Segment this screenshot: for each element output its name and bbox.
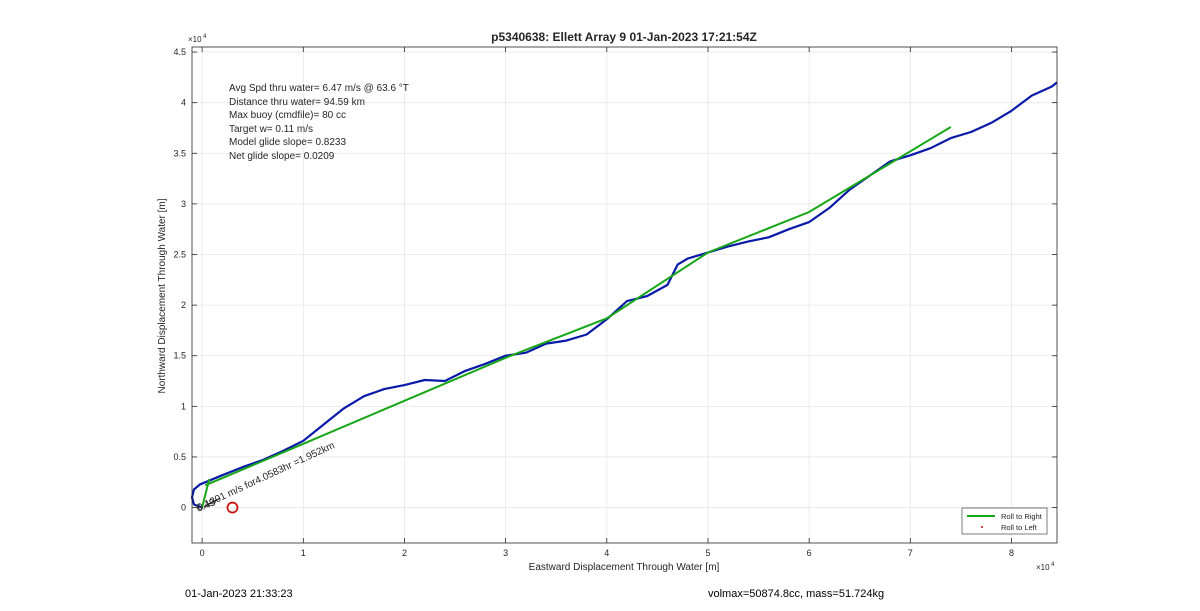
legend-label-roll-left: Roll to Left xyxy=(1001,523,1038,532)
stat-max-buoy: Max buoy (cmdfile)= 80 cc xyxy=(229,110,346,121)
y-tick-label: 2 xyxy=(181,300,186,310)
x-tick-label: 0 xyxy=(200,548,205,558)
x-tick-label: 5 xyxy=(705,548,710,558)
y-tick-label: 3 xyxy=(181,199,186,209)
legend-box xyxy=(961,507,1048,535)
axes-box xyxy=(191,46,1058,544)
x-tick-label: 7 xyxy=(908,548,913,558)
footer-vol-mass: volmax=50874.8cc, mass=51.724kg xyxy=(708,588,885,600)
y-tick-label: 1 xyxy=(181,401,186,411)
ticks: 0 1 2 3 4 5 6 7 8 0 0.5 1 1.5 2 2.5 3 3.5 4 4.5 xyxy=(173,47,1057,558)
y-exponent: ×10 4 xyxy=(188,34,207,44)
grid xyxy=(192,47,1057,543)
roll-right-line xyxy=(204,126,952,487)
stats-annotation: Avg Spd thru water= 6.47 m/s @ 63.6 °T D… xyxy=(229,83,409,162)
y-tick-label: 2.5 xyxy=(173,250,186,260)
x-tick-label: 8 xyxy=(1009,548,1014,558)
x-exponent: ×10 4 xyxy=(1036,562,1055,572)
stat-avg-speed: Avg Spd thru water= 6.47 m/s @ 63.6 °T xyxy=(229,83,409,94)
origin-stroke xyxy=(212,497,221,503)
stat-model-glide: Model glide slope= 0.8233 xyxy=(229,137,346,148)
x-tick-label: 6 xyxy=(807,548,812,558)
legend: Roll to Right Roll to Left xyxy=(961,507,1048,535)
y-exponent-power: 4 xyxy=(203,34,207,40)
y-exponent-base: ×10 xyxy=(188,35,202,44)
stat-distance: Distance thru water= 94.59 km xyxy=(229,97,365,108)
x-exponent-power: 4 xyxy=(1051,562,1055,568)
x-axis-label: Eastward Displacement Through Water [m] xyxy=(529,562,720,573)
plot-area xyxy=(192,47,1057,543)
footer-date: 01-Jan-2023 21:33:23 xyxy=(185,588,293,600)
x-tick-label: 4 xyxy=(604,548,609,558)
series-layer xyxy=(201,126,952,514)
y-axis-label: Northward Displacement Through Water [m] xyxy=(157,198,168,393)
x-tick-label: 3 xyxy=(503,548,508,558)
stat-net-glide: Net glide slope= 0.0209 xyxy=(229,151,335,162)
stat-target-w: Target w= 0.11 m/s xyxy=(229,124,313,135)
x-tick-label: 2 xyxy=(402,548,407,558)
y-tick-label: 1.5 xyxy=(173,351,186,361)
y-tick-label: 4 xyxy=(181,98,186,108)
start-marker xyxy=(226,501,239,514)
legend-swatch-roll-left xyxy=(981,526,983,528)
y-tick-label: 3.5 xyxy=(173,148,186,158)
x-exponent-base: ×10 xyxy=(1036,563,1050,572)
y-tick-label: 0 xyxy=(181,503,186,513)
y-tick-label: 4.5 xyxy=(173,47,186,57)
y-tick-label: 0.5 xyxy=(173,452,186,462)
chart-title: p5340638: Ellett Array 9 01-Jan-2023 17:… xyxy=(491,30,757,44)
x-tick-label: 1 xyxy=(301,548,306,558)
legend-label-roll-right: Roll to Right xyxy=(1001,512,1043,521)
